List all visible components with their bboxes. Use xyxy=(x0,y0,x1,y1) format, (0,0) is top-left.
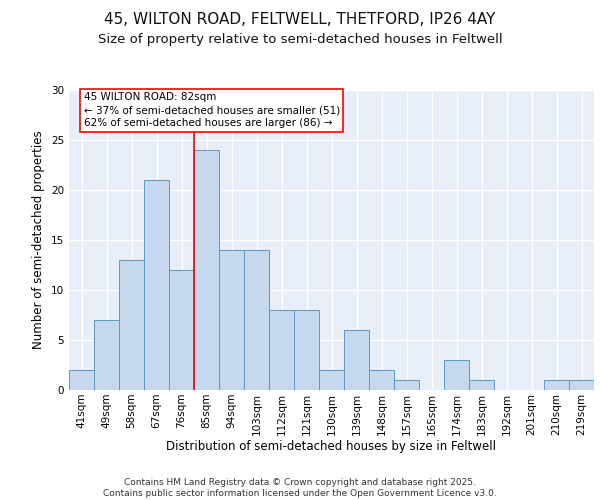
Text: Contains HM Land Registry data © Crown copyright and database right 2025.
Contai: Contains HM Land Registry data © Crown c… xyxy=(103,478,497,498)
Bar xyxy=(119,260,144,390)
Bar xyxy=(394,380,419,390)
Bar xyxy=(269,310,294,390)
Bar xyxy=(94,320,119,390)
Bar xyxy=(544,380,569,390)
Bar xyxy=(344,330,369,390)
Bar xyxy=(444,360,469,390)
Bar xyxy=(469,380,494,390)
X-axis label: Distribution of semi-detached houses by size in Feltwell: Distribution of semi-detached houses by … xyxy=(167,440,497,454)
Bar xyxy=(319,370,344,390)
Bar xyxy=(219,250,244,390)
Bar xyxy=(69,370,94,390)
Bar xyxy=(294,310,319,390)
Bar xyxy=(244,250,269,390)
Y-axis label: Number of semi-detached properties: Number of semi-detached properties xyxy=(32,130,46,350)
Bar xyxy=(144,180,169,390)
Bar xyxy=(569,380,594,390)
Text: Size of property relative to semi-detached houses in Feltwell: Size of property relative to semi-detach… xyxy=(98,32,502,46)
Text: 45 WILTON ROAD: 82sqm
← 37% of semi-detached houses are smaller (51)
62% of semi: 45 WILTON ROAD: 82sqm ← 37% of semi-deta… xyxy=(83,92,340,128)
Bar xyxy=(169,270,194,390)
Bar xyxy=(194,150,219,390)
Bar xyxy=(369,370,394,390)
Text: 45, WILTON ROAD, FELTWELL, THETFORD, IP26 4AY: 45, WILTON ROAD, FELTWELL, THETFORD, IP2… xyxy=(104,12,496,28)
